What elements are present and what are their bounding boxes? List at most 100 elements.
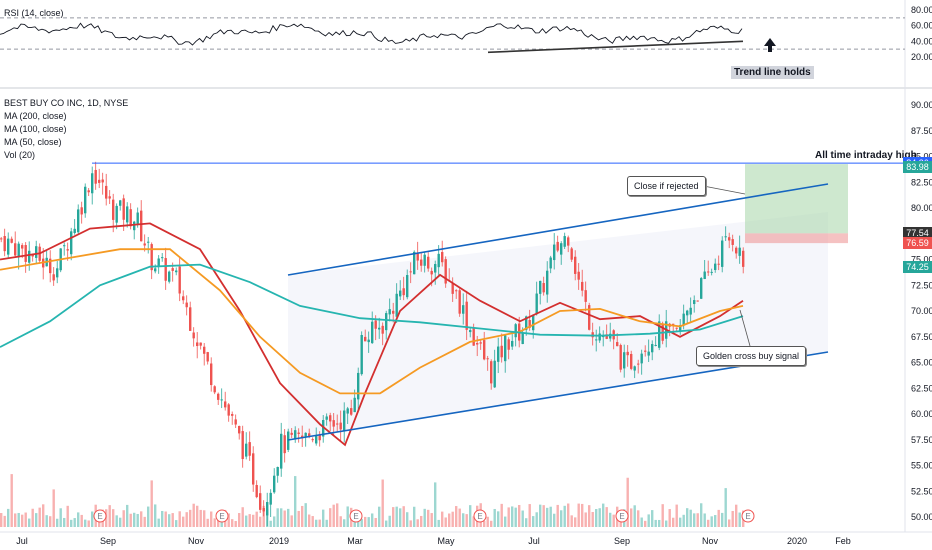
volume-bar	[343, 519, 346, 527]
volume-bar	[336, 503, 339, 527]
volume-bar	[595, 509, 598, 527]
candle	[266, 502, 269, 516]
candle	[490, 361, 493, 384]
candle	[259, 493, 262, 510]
candle	[539, 280, 542, 294]
price-tag: 74.25	[903, 261, 932, 274]
volume-bar	[689, 509, 692, 527]
volume-bar	[483, 520, 486, 527]
indicator-ma200[interactable]: MA (200, close)	[4, 111, 67, 121]
candle	[528, 320, 531, 328]
volume-bar	[175, 520, 178, 527]
volume-bar	[588, 505, 591, 527]
callout-pointer	[739, 309, 751, 347]
volume-bar	[255, 511, 258, 527]
indicator-volume[interactable]: Vol (20)	[4, 150, 36, 160]
price-tick-label: 50.00	[911, 512, 932, 522]
volume-bar	[276, 508, 279, 527]
volume-bar	[269, 520, 272, 527]
candle	[77, 209, 80, 233]
volume-bar	[563, 505, 566, 527]
volume-bar	[280, 508, 283, 527]
indicator-ma100[interactable]: MA (100, close)	[4, 124, 67, 134]
candle	[157, 258, 160, 267]
volume-bar	[525, 518, 528, 527]
volume-bar	[35, 513, 38, 527]
volume-bar	[374, 517, 377, 527]
candle	[98, 179, 101, 183]
volume-bar	[203, 510, 206, 527]
time-tick-label: May	[437, 536, 455, 546]
candle	[192, 332, 195, 339]
volume-bar	[535, 512, 538, 527]
candle	[399, 290, 402, 297]
candle	[616, 342, 619, 347]
rsi-tick-label: 40.00	[911, 36, 932, 46]
volume-bar	[392, 507, 395, 527]
target-zone	[745, 164, 848, 234]
channel-fill	[288, 212, 828, 440]
candle	[87, 190, 90, 193]
candle	[672, 323, 675, 325]
earnings-marker	[473, 509, 487, 523]
candle	[717, 263, 720, 265]
candle	[143, 243, 146, 246]
price-tick-label: 85.00	[911, 152, 932, 162]
volume-bar	[315, 519, 318, 527]
earnings-marker-label: E	[97, 512, 102, 521]
candle	[290, 432, 293, 435]
volume-bar	[17, 512, 20, 527]
candle	[168, 271, 171, 282]
channel-upper-line	[287, 183, 829, 276]
indicator-ma50[interactable]: MA (50, close)	[4, 137, 62, 147]
volume-bar	[371, 513, 374, 527]
price-tick-label: 55.00	[911, 461, 932, 471]
price-tick-label: 90.00	[911, 100, 932, 110]
volume-bar	[290, 515, 293, 527]
candle	[217, 393, 220, 400]
volume-bar	[416, 519, 419, 527]
candle	[252, 453, 255, 485]
volume-bar	[185, 512, 188, 527]
volume-bar	[703, 513, 706, 527]
candle	[640, 353, 643, 364]
volume-bar	[612, 514, 615, 527]
volume-bar	[423, 508, 426, 527]
candle	[196, 342, 199, 347]
candle	[150, 244, 153, 271]
candle	[483, 340, 486, 360]
candle	[738, 247, 741, 256]
candle	[504, 335, 507, 362]
time-tick-label: 2019	[269, 536, 289, 546]
candle	[507, 339, 510, 350]
volume-bar	[441, 511, 444, 527]
candle	[234, 419, 237, 425]
candle	[416, 253, 419, 261]
candle	[402, 288, 405, 296]
candle	[294, 430, 297, 439]
candle	[220, 399, 223, 401]
volume-bar	[252, 514, 255, 527]
candle	[696, 300, 699, 302]
volume-bar	[591, 512, 594, 527]
candle	[556, 241, 559, 251]
candle	[521, 332, 524, 345]
volume-bar	[0, 513, 3, 527]
candle	[224, 401, 227, 408]
candle	[511, 340, 514, 347]
candle	[70, 231, 73, 255]
volume-bar	[528, 504, 531, 527]
candle	[273, 475, 276, 493]
candle	[574, 256, 577, 274]
volume-bar	[444, 517, 447, 527]
candle	[567, 237, 570, 246]
candle	[119, 200, 122, 206]
volume-bar	[52, 489, 55, 527]
candle	[353, 397, 356, 413]
volume-bar	[637, 510, 640, 527]
volume-bar	[402, 506, 405, 527]
time-tick-label: Sep	[614, 536, 630, 546]
volume-bar	[10, 474, 13, 527]
volume-bar	[287, 508, 290, 527]
